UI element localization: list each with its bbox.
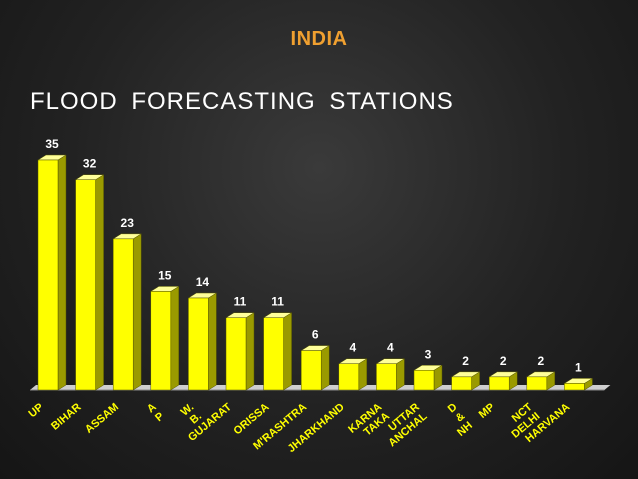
bar-side	[208, 292, 217, 391]
x-tick-label-line: BIHAR	[49, 401, 83, 433]
data-label: 11	[271, 295, 284, 309]
x-tick-label-line: UP	[27, 401, 46, 420]
slide-title: INDIA	[290, 28, 348, 50]
bar-group	[450, 371, 481, 391]
bar	[376, 363, 397, 391]
x-tick-label: KARNATAKA	[346, 401, 392, 445]
x-tick-label: UTTARANCHAL	[379, 401, 430, 449]
bar	[263, 317, 284, 391]
bar-side	[320, 345, 330, 391]
bar	[150, 291, 172, 391]
bar-side	[358, 358, 368, 391]
bar-side	[132, 233, 142, 391]
data-label: 23	[121, 216, 135, 230]
bar-side	[57, 154, 67, 391]
bar-side	[245, 312, 255, 391]
bar-group	[488, 371, 519, 391]
data-label: 14	[196, 275, 210, 289]
data-label: 35	[45, 137, 59, 151]
data-label: 3	[425, 347, 432, 361]
x-tick-label-line: P	[153, 410, 166, 424]
x-tick-label: ASSAM	[83, 401, 121, 436]
x-tick-label: MP	[477, 401, 497, 421]
bar	[300, 350, 322, 391]
bar-group	[225, 312, 255, 391]
data-label: 2	[462, 354, 469, 368]
bar-group	[187, 292, 218, 391]
bar-group	[262, 312, 293, 391]
x-tick-label-line: ASSAM	[83, 401, 121, 436]
bar-group	[375, 358, 406, 391]
x-tick-label: D&NH	[440, 401, 475, 439]
bar	[112, 238, 134, 391]
bar-side	[283, 312, 292, 391]
data-label: 4	[349, 341, 356, 355]
chart-title: FLOOD FORECASTING STATIONS	[30, 88, 454, 115]
bar-group	[337, 358, 368, 391]
data-label: 32	[83, 157, 97, 171]
bar	[451, 376, 472, 391]
x-tick-label: UP	[27, 401, 46, 420]
data-label: 2	[500, 354, 507, 368]
bar	[338, 363, 360, 391]
x-tick-label: BIHAR	[49, 401, 83, 433]
bar	[526, 376, 548, 391]
data-label: 1	[575, 360, 582, 374]
bar-group	[413, 364, 443, 391]
bar	[188, 297, 209, 391]
bar-side	[170, 285, 180, 391]
bar-group	[74, 174, 105, 391]
bar-group	[563, 377, 594, 391]
data-label: 6	[312, 328, 319, 342]
bar-group	[112, 233, 143, 391]
bar	[413, 370, 435, 391]
bar	[564, 383, 585, 391]
bar-group	[525, 371, 556, 391]
bar	[37, 159, 59, 391]
x-tick-label-line: MP	[477, 401, 497, 421]
bar	[225, 317, 247, 391]
data-label: 15	[158, 268, 172, 282]
data-label: 11	[234, 295, 247, 309]
data-label: 4	[387, 341, 394, 355]
bar	[75, 179, 96, 391]
bar-side	[396, 358, 405, 391]
bar-group	[300, 345, 331, 391]
x-tick-label: AP	[145, 401, 167, 425]
data-label: 2	[537, 354, 544, 368]
bar-side	[95, 174, 104, 391]
bar-group	[149, 285, 180, 391]
bar-group	[37, 154, 67, 391]
bar	[488, 376, 510, 391]
